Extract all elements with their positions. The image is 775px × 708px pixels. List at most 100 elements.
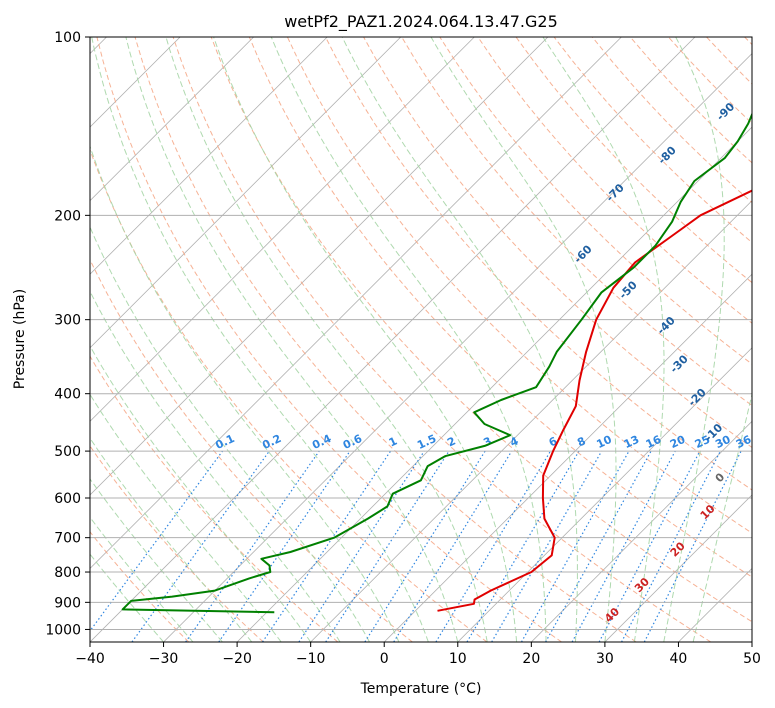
mixing-ratio-line: [520, 450, 630, 642]
moist-adiabat-line: [692, 392, 752, 642]
moist-adiabat-line: [90, 516, 194, 642]
dry-adiabat-label: -50: [617, 278, 640, 301]
x-tick-label: 50: [743, 651, 761, 667]
moist-adiabat-line: [90, 144, 400, 642]
mixing-ratio-line: [131, 450, 270, 642]
y-tick-label: 400: [54, 387, 81, 403]
mixing-ratio-label: 10: [595, 433, 615, 451]
dry-adiabat-line: [90, 355, 339, 642]
mixing-ratio-label: 0.2: [260, 432, 283, 452]
dewpoint-line: [121, 111, 752, 614]
y-tick-label: 300: [54, 313, 81, 329]
dry-adiabat-label: -20: [686, 386, 709, 409]
moist-adiabat-line: [430, 37, 617, 642]
isotherm-line: [751, 641, 752, 642]
x-tick-label: 20: [522, 651, 540, 667]
dry-adiabat-line: [706, 37, 752, 85]
isotherm-line: [163, 52, 752, 642]
dry-adiabat-label: -70: [604, 181, 627, 204]
isotherm-line: [531, 420, 752, 642]
dry-adiabat-line: [439, 37, 752, 365]
background-lines: [90, 37, 752, 642]
isotherm-line: [90, 37, 549, 496]
x-tick-label: −30: [149, 651, 179, 667]
moist-adiabat-line: [90, 345, 312, 642]
dry-adiabat-line: [210, 37, 752, 623]
mixing-ratio-line: [218, 450, 351, 642]
chart-title: wetPf2_PAZ1.2024.064.13.47.G25: [284, 12, 558, 32]
mixing-ratio-line: [325, 450, 450, 642]
mixing-ratio-line: [298, 450, 425, 642]
sounding-series: [121, 111, 752, 614]
mixing-ratio-line: [262, 450, 392, 642]
moist-adiabat-line: [542, 37, 665, 642]
isotherm-line: [310, 200, 752, 642]
mixing-ratio-line: [491, 450, 603, 642]
dry-adiabat-line: [477, 37, 752, 324]
dry-adiabat-line: [744, 37, 752, 46]
mixing-ratio-label: 1.5: [415, 432, 438, 452]
isotherm-line: [457, 347, 752, 642]
y-tick-label: 900: [54, 595, 81, 611]
moist-adiabat-line: [663, 37, 725, 642]
dry-adiabat-line: [90, 148, 488, 642]
dry-adiabat-label: 10: [698, 502, 718, 522]
x-tick-label: 0: [380, 651, 389, 667]
y-tick-label: 700: [54, 531, 81, 547]
dry-adiabat-line: [553, 37, 752, 244]
mixing-ratio-label: 0.1: [213, 432, 236, 452]
mixing-ratio-label: 30: [713, 433, 733, 451]
y-tick-label: 500: [54, 444, 81, 460]
mixing-ratio-line: [466, 450, 580, 642]
moist-adiabat-line: [90, 478, 223, 642]
x-tick-label: 30: [596, 651, 614, 667]
dry-adiabat-line: [325, 37, 752, 491]
dry-adiabat-label: -40: [655, 314, 678, 337]
isotherm-line: [90, 37, 696, 642]
moist-adiabat-line: [270, 37, 547, 642]
mixing-ratio-label: 25: [693, 433, 712, 451]
pressure-gridlines: [90, 214, 752, 630]
y-tick-label: 200: [54, 208, 81, 224]
x-tick-label: −20: [222, 651, 252, 667]
dry-adiabat-label: 40: [602, 605, 622, 625]
dry-adiabat-label: 20: [668, 539, 688, 559]
y-axis-ticks: 100 200 300 400 500 600 700 800 900 1000: [45, 30, 90, 638]
temperature-line: [437, 189, 752, 612]
mixing-ratio-line: [435, 450, 551, 642]
y-tick-label: 800: [54, 565, 81, 581]
mixing-ratio-line: [364, 450, 486, 642]
isotherm-line: [90, 37, 402, 349]
isotherm-line: [90, 37, 328, 275]
isotherm-line: [90, 37, 622, 570]
moist-adiabat-line: [90, 393, 282, 642]
isotherm-line: [604, 494, 752, 642]
moist-adiabat-line: [90, 437, 253, 642]
dry-adiabat-line: [401, 37, 752, 407]
mixing-ratio-label: 4: [508, 434, 521, 449]
isotherm-line: [236, 126, 752, 642]
dry-adiabat-line: [629, 37, 752, 164]
mixing-ratio-label: 8: [575, 434, 587, 449]
mixing-ratio-label: 0.6: [341, 432, 364, 452]
moist-adiabat-line: [165, 37, 488, 642]
dry-adiabat-line: [172, 37, 712, 642]
y-tick-label: 600: [54, 491, 81, 507]
x-axis-label: Temperature (°C): [360, 681, 482, 697]
y-axis-label: Pressure (hPa): [12, 289, 28, 389]
mixing-ratio-line: [185, 450, 320, 642]
dry-adiabat-line: [90, 445, 264, 642]
mixing-ratio-label: 0.4: [310, 432, 333, 452]
moist-adiabat-line: [213, 37, 518, 642]
dry-adiabat-label: 0: [713, 470, 728, 485]
x-tick-label: 10: [449, 651, 467, 667]
dry-adiabat-line: [90, 531, 190, 642]
y-tick-label: 100: [54, 30, 81, 46]
moist-adiabat-line: [90, 553, 164, 642]
dry-adiabat-label: -90: [714, 100, 737, 123]
dry-adiabat-line: [134, 37, 637, 642]
mixing-ratio-line: [90, 450, 223, 632]
mixing-ratio-label: 2: [445, 434, 457, 449]
x-tick-label: 40: [670, 651, 688, 667]
mixing-ratio-label: 36: [734, 433, 754, 451]
